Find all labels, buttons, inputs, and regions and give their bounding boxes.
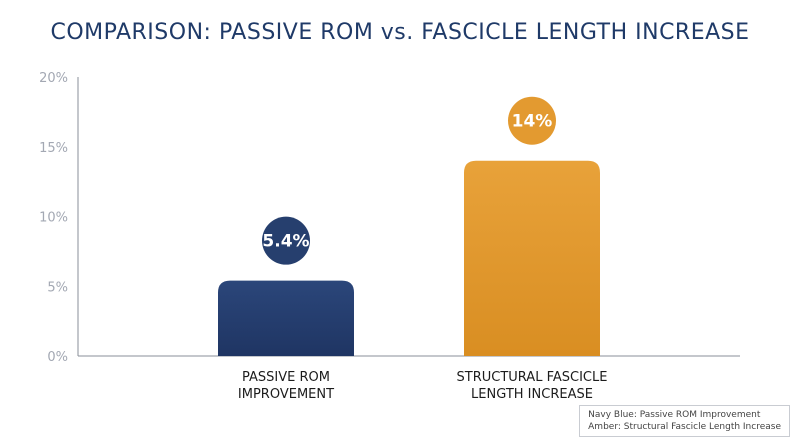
data-label-bubble: [262, 216, 310, 265]
data-label: 5.4%: [262, 232, 309, 252]
x-tick-label: IMPROVEMENT: [238, 387, 334, 402]
legend-entry-amber: Amber: Structural Fascicle Length Increa…: [588, 421, 781, 432]
y-tick-label: 15%: [39, 141, 68, 156]
x-tick-label: STRUCTURAL FASCICLE: [457, 370, 608, 385]
data-label: 14%: [512, 112, 553, 132]
data-label-bubble: [508, 96, 556, 145]
legend-entry-navy: Navy Blue: Passive ROM Improvement: [588, 409, 761, 420]
x-tick-label: LENGTH INCREASE: [471, 387, 593, 402]
y-axis: 0% 5% 10% 15% 20%: [39, 71, 740, 365]
legend: Navy Blue: Passive ROM Improvement Amber…: [579, 404, 790, 437]
x-tick-label: PASSIVE ROM: [242, 370, 330, 385]
y-tick-label: 5%: [47, 280, 68, 295]
chart-title: COMPARISON: PASSIVE ROM vs. FASCICLE LEN…: [50, 20, 750, 45]
bars: 5.4% 14%: [218, 96, 600, 356]
bar: [464, 160, 600, 356]
y-tick-label: 20%: [39, 71, 68, 86]
y-tick-label: 0%: [47, 350, 68, 365]
x-axis-labels: PASSIVE ROM IMPROVEMENT STRUCTURAL FASCICL…: [238, 370, 608, 402]
y-tick-label: 10%: [39, 211, 68, 226]
bar: [218, 280, 354, 356]
